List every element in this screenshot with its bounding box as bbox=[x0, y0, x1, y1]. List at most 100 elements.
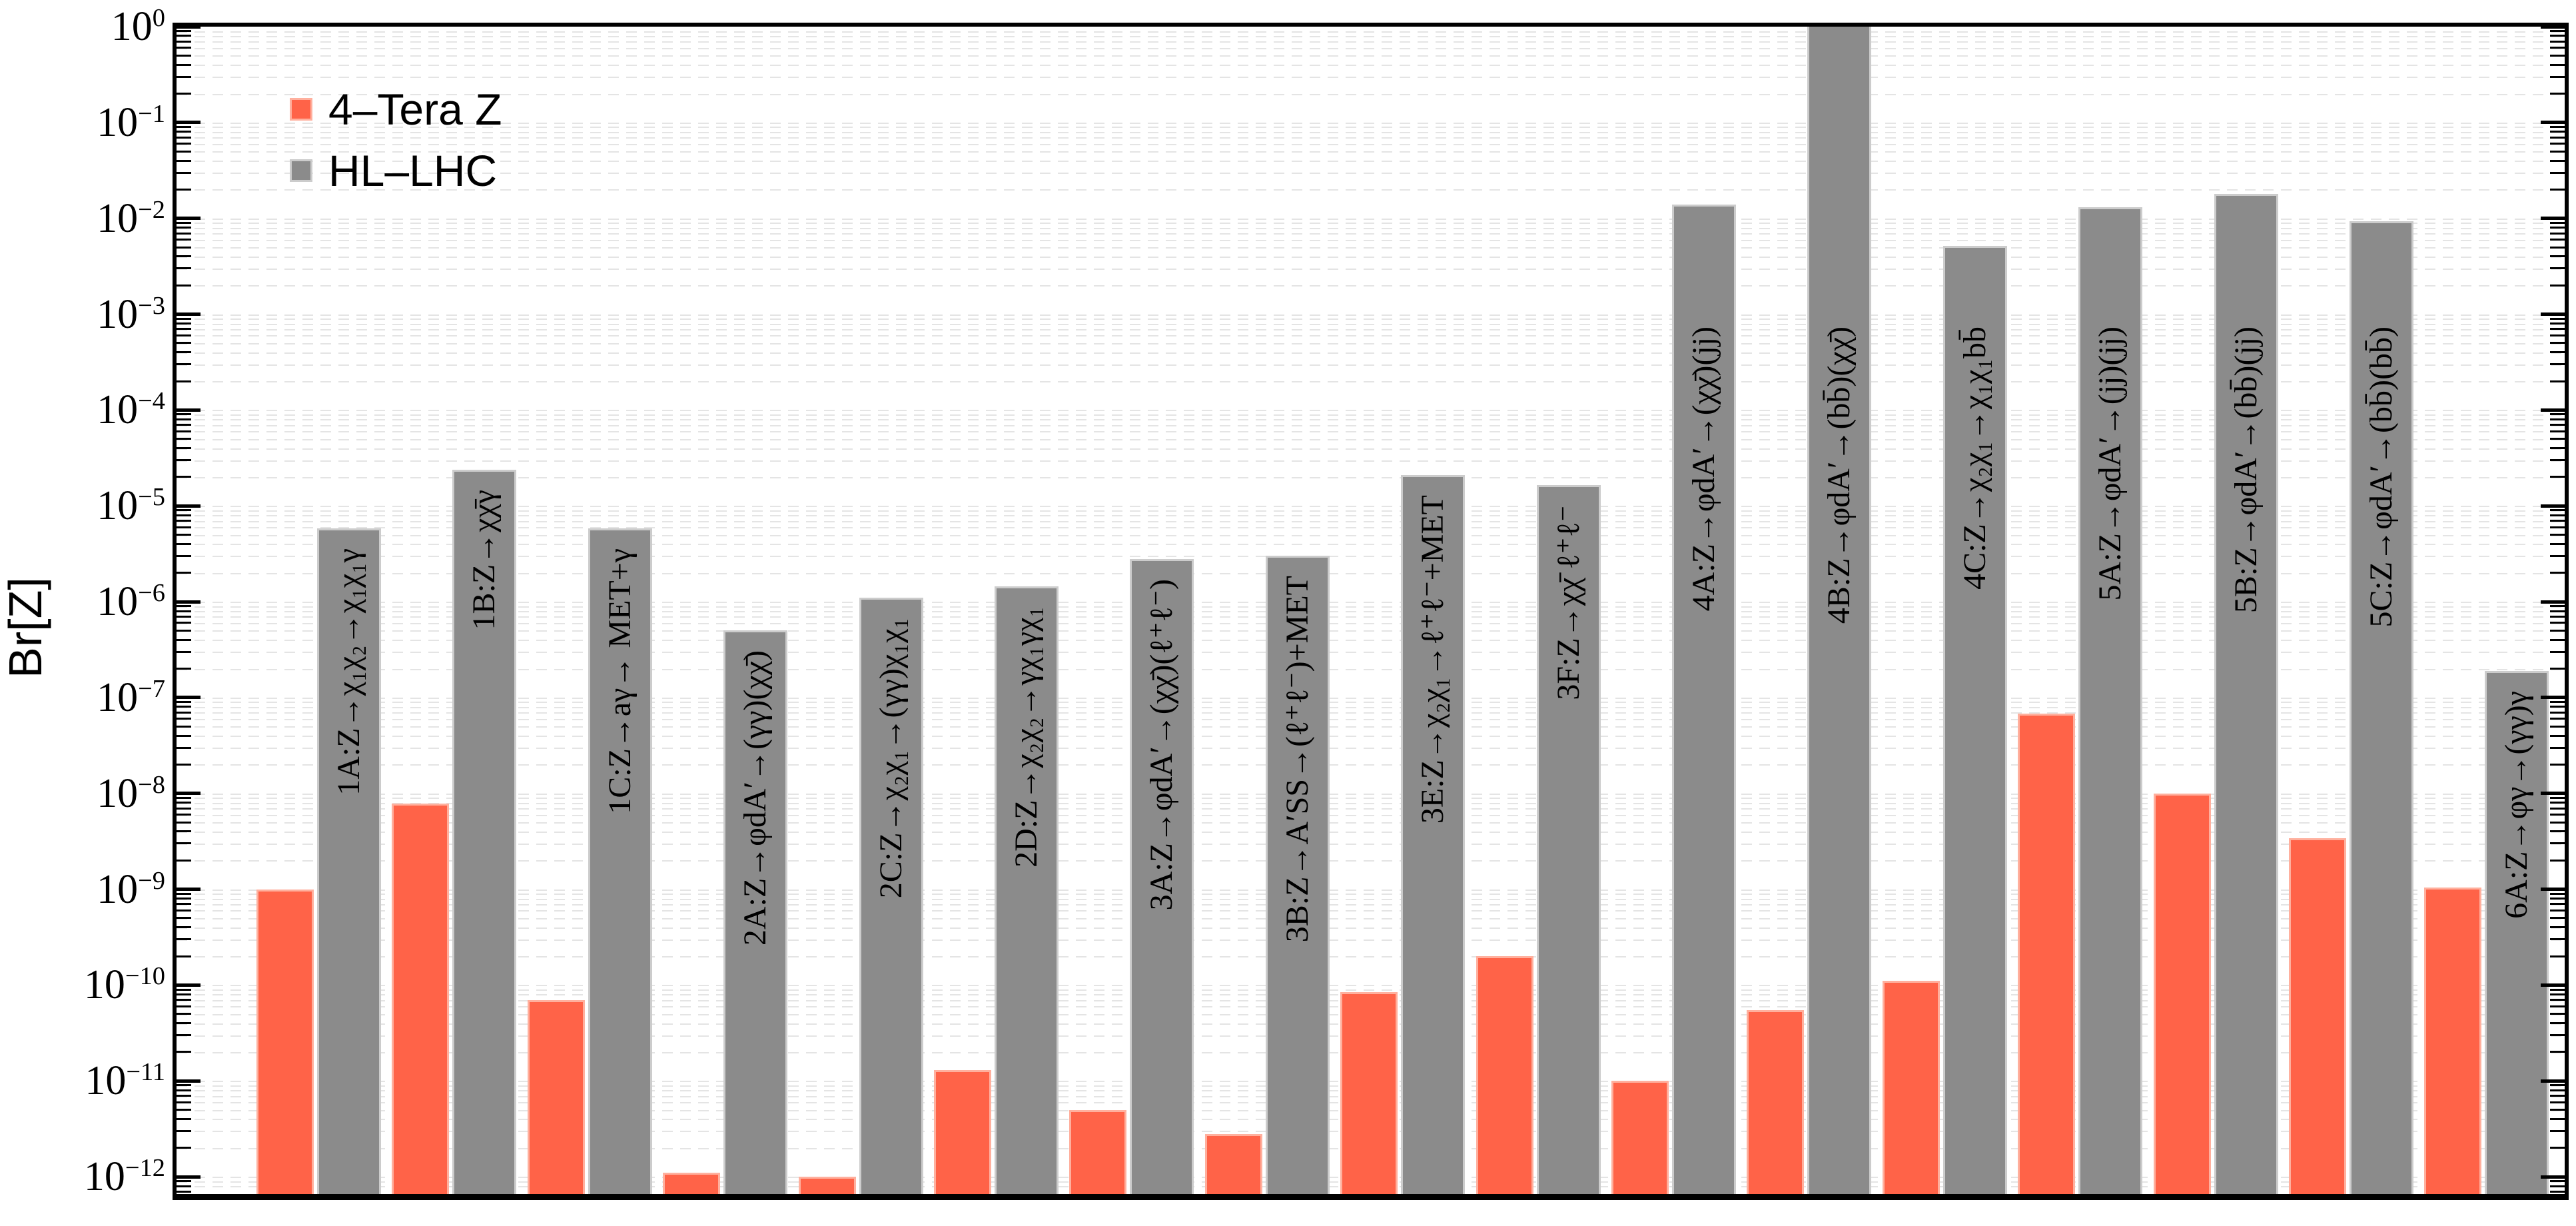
grid-line bbox=[177, 764, 2565, 766]
minor-tick bbox=[177, 903, 191, 906]
minor-tick bbox=[177, 605, 191, 608]
minor-tick bbox=[177, 125, 191, 128]
bar-label-1B: 1B:Z→χχ̄γ bbox=[466, 489, 502, 630]
grid-line bbox=[177, 572, 2565, 574]
minor-tick bbox=[177, 1185, 191, 1187]
grid-line bbox=[177, 904, 2565, 906]
minor-tick bbox=[177, 814, 191, 816]
minor-tick bbox=[177, 909, 191, 912]
grid-line bbox=[177, 798, 2565, 800]
minor-tick bbox=[177, 1022, 191, 1025]
minor-tick bbox=[177, 763, 191, 766]
bar-4-tera-z-5B bbox=[2153, 793, 2211, 1194]
minor-tick bbox=[2550, 526, 2565, 528]
minor-tick bbox=[177, 926, 191, 929]
minor-tick bbox=[2550, 430, 2565, 432]
minor-tick bbox=[177, 542, 191, 545]
bar-hl-lhc-1A bbox=[317, 528, 381, 1194]
minor-tick bbox=[2550, 802, 2565, 804]
minor-tick bbox=[177, 380, 191, 382]
minor-tick bbox=[177, 246, 191, 249]
minor-tick bbox=[177, 459, 191, 462]
major-tick bbox=[177, 792, 201, 796]
minor-tick bbox=[177, 988, 191, 991]
minor-tick bbox=[177, 955, 191, 957]
y-tick-label: 10−12 bbox=[83, 1153, 165, 1200]
y-tick-label: 10−1 bbox=[97, 99, 165, 145]
bar-label-2C: 2C:Z→χ₂χ₁→(γγ)χ₁χ₁ bbox=[873, 618, 909, 899]
grid-line bbox=[177, 65, 2565, 67]
minor-tick bbox=[2550, 334, 2565, 336]
legend-swatch-4-tera-z bbox=[290, 98, 312, 121]
bar-hl-lhc-1B bbox=[452, 469, 517, 1194]
minor-tick bbox=[177, 418, 191, 420]
minor-tick bbox=[177, 629, 191, 632]
y-tick-label: 10−5 bbox=[97, 483, 165, 529]
major-tick bbox=[177, 600, 201, 604]
grid-line bbox=[177, 335, 2565, 337]
minor-tick bbox=[2550, 622, 2565, 624]
grid-line bbox=[177, 285, 2565, 287]
grid-line bbox=[177, 137, 2565, 139]
minor-tick bbox=[2550, 938, 2565, 941]
minor-tick bbox=[177, 1005, 191, 1007]
major-tick bbox=[177, 1079, 201, 1083]
minor-tick bbox=[177, 796, 191, 799]
major-tick bbox=[2541, 792, 2565, 796]
minor-tick bbox=[2550, 1095, 2565, 1097]
minor-tick bbox=[2550, 988, 2565, 991]
bar-label-3F: 3F:Z→χχ̄ ℓ⁺ℓ⁻ bbox=[1550, 504, 1586, 700]
grid-line bbox=[177, 843, 2565, 845]
minor-tick bbox=[2550, 814, 2565, 816]
grid-line bbox=[177, 460, 2565, 462]
bar-4-tera-z-3B bbox=[1204, 1133, 1262, 1194]
minor-tick bbox=[177, 93, 191, 95]
minor-tick bbox=[2550, 54, 2565, 57]
minor-tick bbox=[2550, 30, 2565, 33]
y-tick-label: 100 bbox=[111, 3, 165, 49]
minor-tick bbox=[2550, 35, 2565, 37]
minor-tick bbox=[177, 572, 191, 574]
minor-tick bbox=[2550, 903, 2565, 906]
grid-line bbox=[177, 989, 2565, 991]
minor-tick bbox=[2550, 188, 2565, 191]
minor-tick bbox=[177, 322, 191, 324]
bar-label-5C: 5C:Z→φdA′→(bb̄)(bb̄) bbox=[2363, 326, 2399, 628]
bar-4-tera-z-5C bbox=[2289, 838, 2346, 1194]
minor-tick bbox=[177, 1101, 191, 1103]
minor-tick bbox=[177, 188, 191, 191]
minor-tick bbox=[177, 1089, 191, 1091]
minor-tick bbox=[177, 136, 191, 139]
minor-tick bbox=[2550, 447, 2565, 450]
minor-tick bbox=[2550, 718, 2565, 720]
bar-hl-lhc-2C bbox=[859, 598, 923, 1194]
minor-tick bbox=[177, 718, 191, 720]
grid-line bbox=[177, 510, 2565, 512]
minor-tick bbox=[2550, 520, 2565, 522]
grid-line bbox=[177, 424, 2565, 426]
minor-tick bbox=[2550, 93, 2565, 95]
grid-line bbox=[177, 822, 2565, 824]
grid-line bbox=[177, 527, 2565, 529]
major-tick bbox=[2541, 1079, 2565, 1083]
grid-line bbox=[177, 889, 2565, 891]
y-tick-label: 10−3 bbox=[97, 291, 165, 337]
major-tick bbox=[2541, 1175, 2565, 1179]
bar-hl-lhc-3A bbox=[1130, 558, 1194, 1194]
y-tick-label: 10−6 bbox=[97, 578, 165, 625]
bar-label-4C: 4C:Z→χ₂χ₁→χ₁χ₁bb̄ bbox=[1956, 326, 1992, 590]
minor-tick bbox=[177, 342, 191, 344]
bar-4-tera-z-1C bbox=[527, 999, 585, 1194]
bar-label-3B: 3B:Z→A′SS→(ℓ⁺ℓ⁻)+MET bbox=[1279, 576, 1315, 943]
major-tick bbox=[177, 121, 201, 125]
minor-tick bbox=[2550, 926, 2565, 929]
minor-tick bbox=[2550, 232, 2565, 235]
minor-tick bbox=[2550, 700, 2565, 703]
bar-label-5A: 5A:Z→φdA′→(jj)(jj) bbox=[2092, 326, 2128, 601]
minor-tick bbox=[2550, 1180, 2565, 1183]
minor-tick bbox=[2550, 842, 2565, 845]
bar-label-3A: 3A:Z→φdA′→(χχ̄)(ℓ⁺ℓ⁻) bbox=[1144, 578, 1180, 911]
minor-tick bbox=[177, 1013, 191, 1015]
major-tick bbox=[2541, 696, 2565, 700]
minor-tick bbox=[2550, 125, 2565, 128]
